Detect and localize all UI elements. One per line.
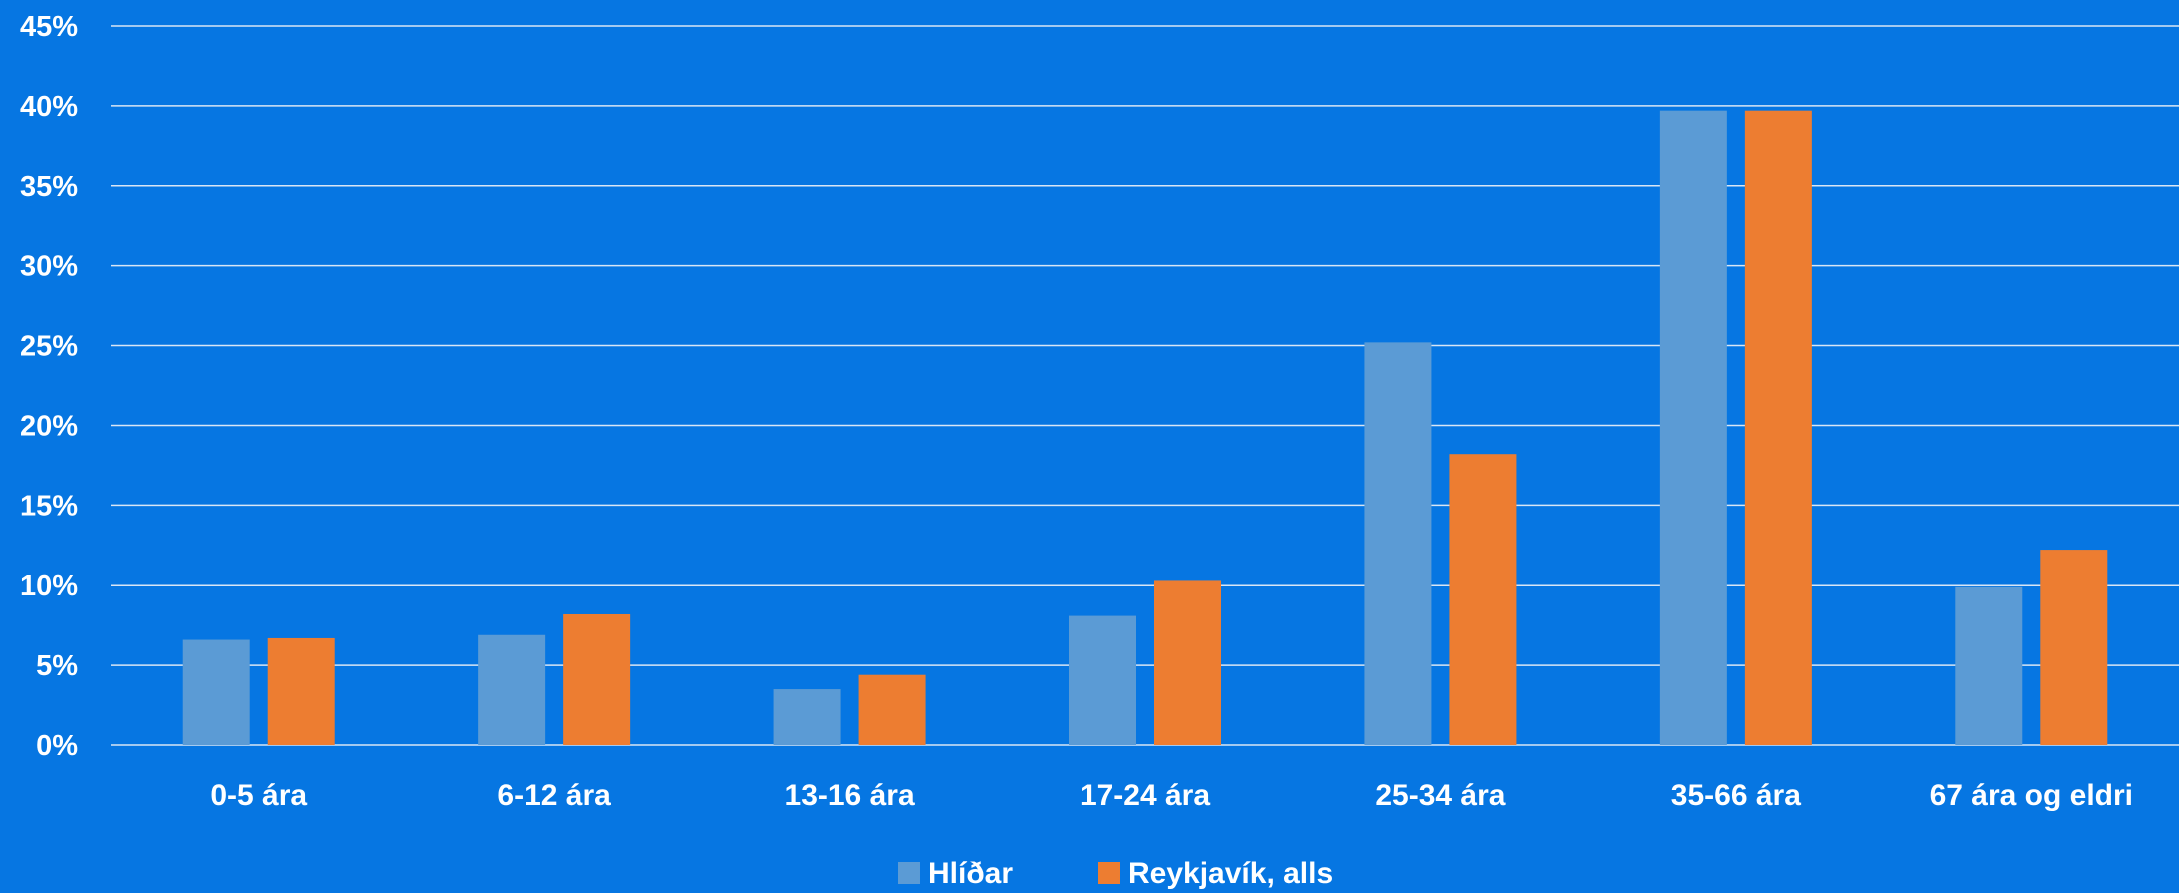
legend-swatch [1098,862,1120,884]
y-tick-label: 45% [20,11,78,43]
y-tick-label: 30% [20,251,78,283]
legend-swatch [898,862,920,884]
x-category-label: 13-16 ára [785,779,915,812]
bars [182,110,2108,745]
x-category-label: 25-34 ára [1375,779,1505,812]
bar-hlidar-1 [478,634,546,745]
bar-reykjavik-3 [1154,580,1221,745]
bar-hlidar-6 [1955,586,2023,745]
y-tick-label: 40% [20,91,78,123]
bar-reykjavik-6 [2040,550,2108,745]
y-tick-label: 15% [20,490,78,522]
legend: Hlíðar Reykjavík, alls [898,857,1333,890]
x-axis-category-labels: 0-5 ára 6-12 ára 13-16 ára 17-24 ára 25-34 á… [210,779,2133,812]
y-tick-label: 35% [20,171,78,203]
y-tick-label: 20% [20,410,78,442]
y-tick-label: 5% [36,650,78,682]
y-tick-label: 0% [36,730,78,762]
x-category-label: 0-5 ára [210,779,307,812]
bar-hlidar-4 [1364,342,1432,745]
legend-label: Hlíðar [928,857,1013,890]
bar-hlidar-2 [773,689,841,745]
y-tick-label: 10% [20,570,78,602]
bar-hlidar-0 [182,639,250,745]
legend-label: Reykjavík, alls [1128,857,1333,890]
x-category-label: 6-12 ára [497,779,611,812]
bar-reykjavik-4 [1449,454,1517,745]
x-category-label: 67 ára og eldri [1930,779,2133,812]
y-axis-tick-labels: 0% 5% 10% 15% 20% 25% 30% 35% 40% 45% [20,11,78,762]
bar-hlidar-5 [1659,110,1727,745]
x-category-label: 17-24 ára [1080,779,1210,812]
bar-reykjavik-1 [563,613,631,745]
bar-hlidar-3 [1069,615,1136,745]
y-tick-label: 25% [20,331,78,363]
bar-reykjavik-5 [1744,110,1812,745]
x-category-label: 35-66 ára [1671,779,1801,812]
bar-reykjavik-2 [858,674,926,745]
bar-reykjavik-0 [267,637,335,745]
gridlines [111,25,2179,746]
